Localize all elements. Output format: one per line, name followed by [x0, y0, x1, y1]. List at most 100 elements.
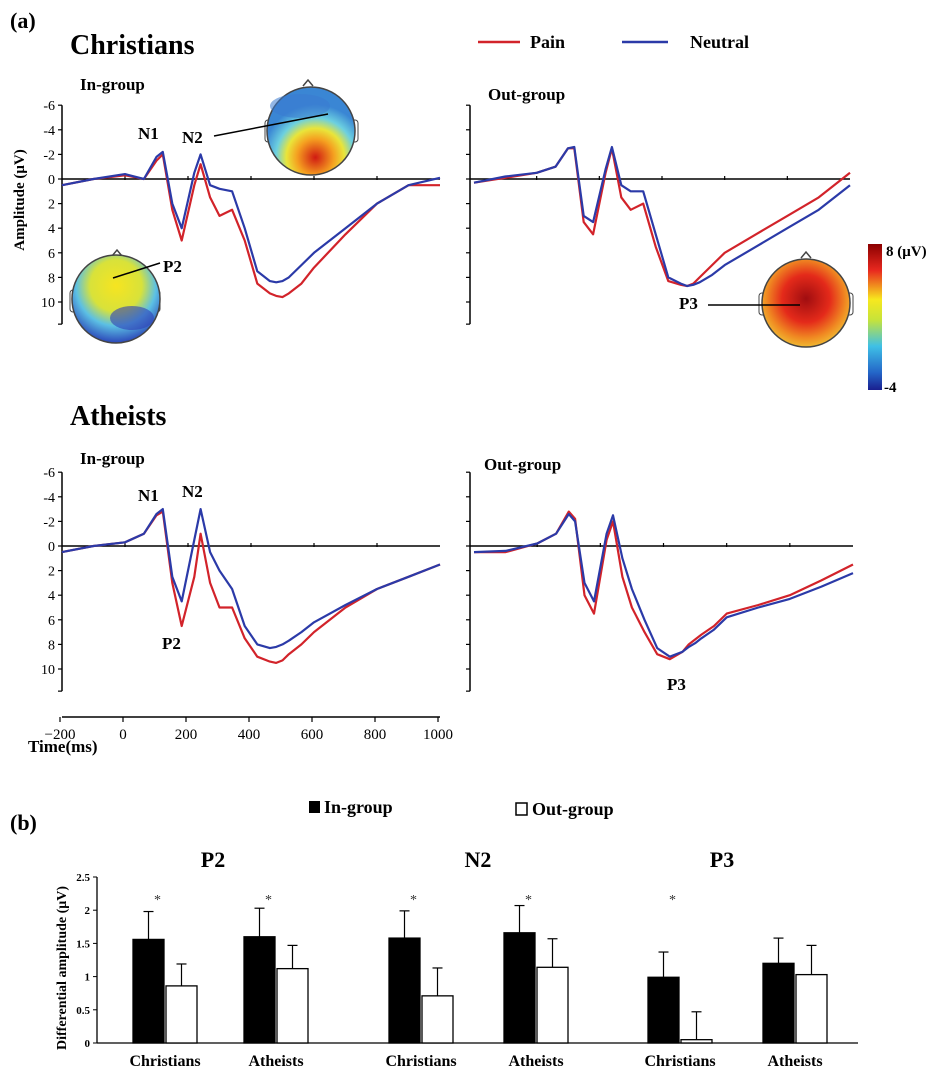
- bar-out-group: [421, 995, 454, 1044]
- y-tick-label: 0: [48, 173, 55, 188]
- group-title-christians: Christians: [70, 30, 195, 61]
- y-tick-label: -2: [43, 515, 55, 530]
- panel-label-christians-ingroup: In-group: [80, 75, 145, 94]
- category-label: Atheists: [248, 1053, 303, 1070]
- y-axis-label-b: Differential amplitude (μV): [55, 886, 70, 1050]
- bar-in-group: [762, 962, 795, 1044]
- topomap-p3: [708, 250, 854, 348]
- category-label: Atheists: [508, 1053, 563, 1070]
- bar-chart-differential-amplitude: 0 0.5 1 1.5 2 2.5 P2 * Christians * Atheists N2 * Chr…: [76, 847, 858, 1070]
- panel-label-atheists-ingroup: In-group: [80, 449, 145, 468]
- topomap-n2: [213, 78, 359, 176]
- bar-chart-title: P2: [201, 847, 225, 872]
- y-tick-label: -6: [43, 466, 55, 481]
- bar-out-group: [165, 985, 198, 1044]
- erp-line-neutral: [473, 145, 851, 288]
- bar-in-group: [647, 976, 680, 1044]
- y-axis-label-a: Amplitude (μV): [12, 149, 28, 250]
- category-label: Atheists: [767, 1053, 822, 1070]
- y-tick-label: 6: [48, 247, 55, 262]
- x-tick-label-a: 200: [175, 727, 198, 743]
- significance-marker: *: [410, 893, 417, 908]
- y-tick-label: 4: [48, 589, 55, 604]
- x-tick-labels-a: −200 0 200 400 600 800 1000: [45, 716, 453, 743]
- topomap-p2: [69, 248, 161, 344]
- y-tick-label: 10: [41, 663, 55, 678]
- legend-a: Pain Neutral: [478, 32, 749, 52]
- y-tick-label: 2: [48, 565, 55, 580]
- significance-marker: *: [525, 893, 532, 908]
- y-tick-label: -2: [43, 148, 55, 163]
- erp-line-pain: [474, 510, 854, 661]
- category-label: Christians: [644, 1053, 715, 1070]
- bar-out-group: [680, 1039, 713, 1044]
- significance-marker: *: [154, 893, 161, 908]
- component-p2-christians: P2: [163, 257, 182, 276]
- panel-b-label: (b): [10, 810, 37, 835]
- y-tick-label: -6: [43, 99, 55, 114]
- bar-in-group: [388, 937, 421, 1044]
- erp-plot-christians-ingroup: -6 -4 -2 0 2 4 6 8 10: [41, 99, 441, 325]
- y-tick-label: 0: [48, 540, 55, 555]
- erp-line-pain: [61, 153, 440, 299]
- legend-pain-label: Pain: [530, 32, 565, 52]
- panel-label-atheists-outgroup: Out-group: [484, 455, 561, 474]
- x-tick-label-a: 0: [119, 727, 127, 743]
- y-tick-label-b: 2: [85, 905, 91, 917]
- x-axis-label-a: Time(ms): [28, 737, 98, 756]
- bar-out-group: [795, 973, 828, 1044]
- bar-chart-title: P3: [710, 847, 734, 872]
- component-p3-christians: P3: [679, 294, 698, 313]
- x-tick-label-a: 600: [301, 727, 324, 743]
- component-n2-atheists: N2: [182, 482, 203, 501]
- legend-ingroup-label: In-group: [324, 797, 393, 817]
- y-tick-label-b: 1.5: [76, 938, 90, 950]
- x-tick-label-a: 800: [364, 727, 387, 743]
- erp-plot-atheists-outgroup: [466, 471, 854, 692]
- y-tick-label-b: 2.5: [76, 872, 90, 884]
- erp-line-neutral: [61, 508, 441, 650]
- component-n2-christians: N2: [182, 128, 203, 147]
- category-label: Christians: [385, 1053, 456, 1070]
- legend-ingroup-swatch: [309, 801, 320, 813]
- y-tick-label: -4: [43, 124, 55, 139]
- component-p3-atheists: P3: [667, 675, 686, 694]
- component-p2-atheists: P2: [162, 634, 181, 653]
- bar-out-group: [276, 967, 309, 1044]
- panel-a-label: (a): [10, 8, 36, 33]
- erp-line-neutral: [61, 150, 441, 284]
- legend-neutral-label: Neutral: [690, 32, 749, 52]
- colorbar-max-label: 8 (μV): [886, 244, 927, 260]
- colorbar: 8 (μV) -4: [868, 244, 927, 396]
- y-tick-label-b: 0: [85, 1038, 91, 1050]
- component-n1-atheists: N1: [138, 486, 159, 505]
- bar-chart-title: N2: [465, 847, 492, 872]
- y-tick-label-b: 1: [85, 972, 91, 984]
- erp-plot-atheists-ingroup: -6 -4 -2 0 2 4 6 8 10: [41, 466, 441, 692]
- y-tick-label: 10: [41, 296, 55, 311]
- y-tick-label: -4: [43, 491, 55, 506]
- legend-outgroup-label: Out-group: [532, 799, 614, 819]
- significance-marker: *: [265, 893, 272, 908]
- y-tick-label: 4: [48, 222, 55, 237]
- category-label: Christians: [129, 1053, 200, 1070]
- y-tick-label-b: 0.5: [76, 1005, 90, 1017]
- y-tick-label: 8: [48, 638, 55, 653]
- y-tick-label: 2: [48, 198, 55, 213]
- legend-b: In-group Out-group: [309, 797, 614, 819]
- group-title-atheists: Atheists: [70, 401, 167, 432]
- bar-in-group: [243, 936, 276, 1044]
- y-tick-label: 8: [48, 271, 55, 286]
- panel-label-christians-outgroup: Out-group: [488, 85, 565, 104]
- x-tick-label-a: −200: [45, 727, 76, 743]
- erp-line-neutral: [473, 512, 854, 658]
- bar-out-group: [536, 966, 569, 1044]
- component-n1-christians: N1: [138, 124, 159, 143]
- significance-marker: *: [669, 893, 676, 908]
- bar-in-group: [503, 932, 536, 1044]
- x-tick-label-a: 400: [238, 727, 261, 743]
- colorbar-min-label: -4: [884, 380, 897, 396]
- x-tick-label-a: 1000: [423, 727, 453, 743]
- legend-outgroup-swatch: [515, 802, 528, 816]
